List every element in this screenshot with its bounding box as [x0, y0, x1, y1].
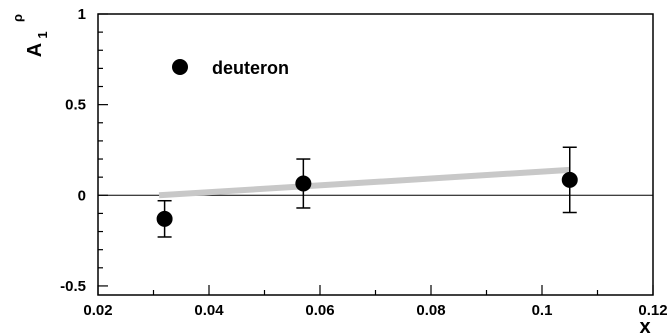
y-axis-title-subscript: 1	[35, 31, 50, 38]
axes	[97, 13, 654, 296]
x-tick-label: 0.06	[305, 302, 334, 319]
x-tick-label: 0.12	[638, 302, 667, 319]
labels: 0.02 0.04 0.06 0.08 0.1 0.12 -0.5 0 0.5 1	[60, 6, 667, 319]
data-marker	[156, 210, 173, 227]
y-tick-label: 1	[78, 6, 86, 23]
plot-area	[98, 146, 653, 238]
data-marker	[561, 171, 578, 188]
x-tick-label: 0.1	[532, 302, 553, 319]
y-tick-label: -0.5	[60, 278, 86, 295]
y-axis-title-main: A	[24, 43, 46, 57]
y-axis-title: A 1 ρ	[10, 14, 50, 57]
legend-marker	[172, 59, 188, 75]
x-axis-title: x	[639, 316, 650, 336]
data-point	[561, 146, 578, 214]
legend: deuteron	[172, 58, 289, 78]
data-point	[295, 158, 312, 209]
x-tick-label: 0.08	[416, 302, 445, 319]
y-tick-label: 0.5	[65, 97, 86, 114]
data-marker	[295, 175, 312, 192]
x-tick-label: 0.02	[83, 302, 112, 319]
y-axis-title-superscript: ρ	[10, 14, 25, 22]
x-tick-label: 0.04	[194, 302, 224, 319]
model-curve	[158, 166, 570, 199]
y-tick-label: 0	[78, 187, 86, 204]
data-point	[156, 199, 173, 238]
legend-label: deuteron	[212, 58, 289, 78]
